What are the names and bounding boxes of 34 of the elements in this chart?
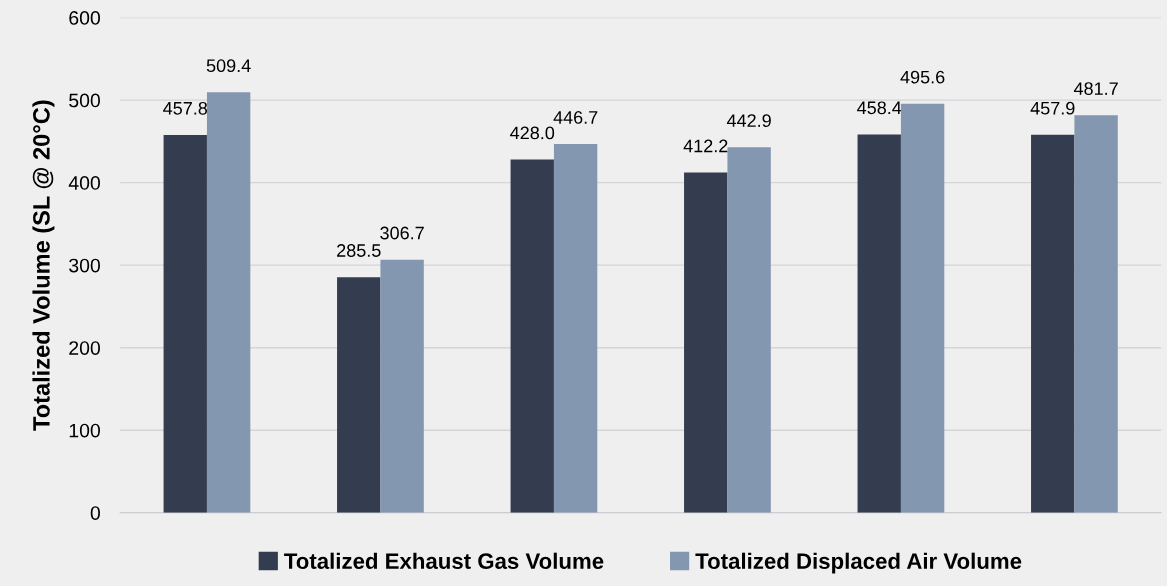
bar <box>857 134 901 513</box>
bar <box>900 103 945 513</box>
data-label: 481.7 <box>1073 82 1118 95</box>
legend-label: Totalized Exhaust Gas Volume <box>284 552 604 569</box>
bar <box>380 259 424 513</box>
bar <box>163 134 207 513</box>
bar <box>1031 134 1075 513</box>
y-tick-label: 200 <box>69 341 100 355</box>
bar <box>337 277 381 513</box>
legend-label: Totalized Displaced Air Volume <box>695 552 1022 574</box>
data-label: 457.8 <box>163 101 208 115</box>
y-axis-title: Totalized Volume (SL @ 20°C) <box>32 100 55 431</box>
bar <box>206 92 251 513</box>
y-tick-label: 500 <box>69 93 100 108</box>
data-label: 306.7 <box>380 226 424 240</box>
data-label: 285.5 <box>337 244 381 257</box>
y-tick-label: 600 <box>69 11 100 25</box>
data-label: 457.9 <box>1030 101 1075 115</box>
bar <box>1074 115 1118 513</box>
bar <box>727 147 771 513</box>
bar <box>510 159 554 513</box>
y-tick-label: 100 <box>69 423 100 438</box>
bar <box>684 172 728 513</box>
data-label: 412.2 <box>683 139 728 153</box>
data-label: 428.0 <box>510 126 555 140</box>
y-tick-label: 300 <box>69 258 100 273</box>
data-label: 495.6 <box>900 70 945 84</box>
y-tick-label: 0 <box>90 506 100 520</box>
data-label: 446.7 <box>553 111 598 124</box>
bar <box>553 144 598 513</box>
data-label: 442.9 <box>726 114 771 127</box>
y-tick-label: 400 <box>68 176 100 190</box>
data-label: 509.4 <box>206 59 251 73</box>
data-label: 458.4 <box>857 101 902 115</box>
